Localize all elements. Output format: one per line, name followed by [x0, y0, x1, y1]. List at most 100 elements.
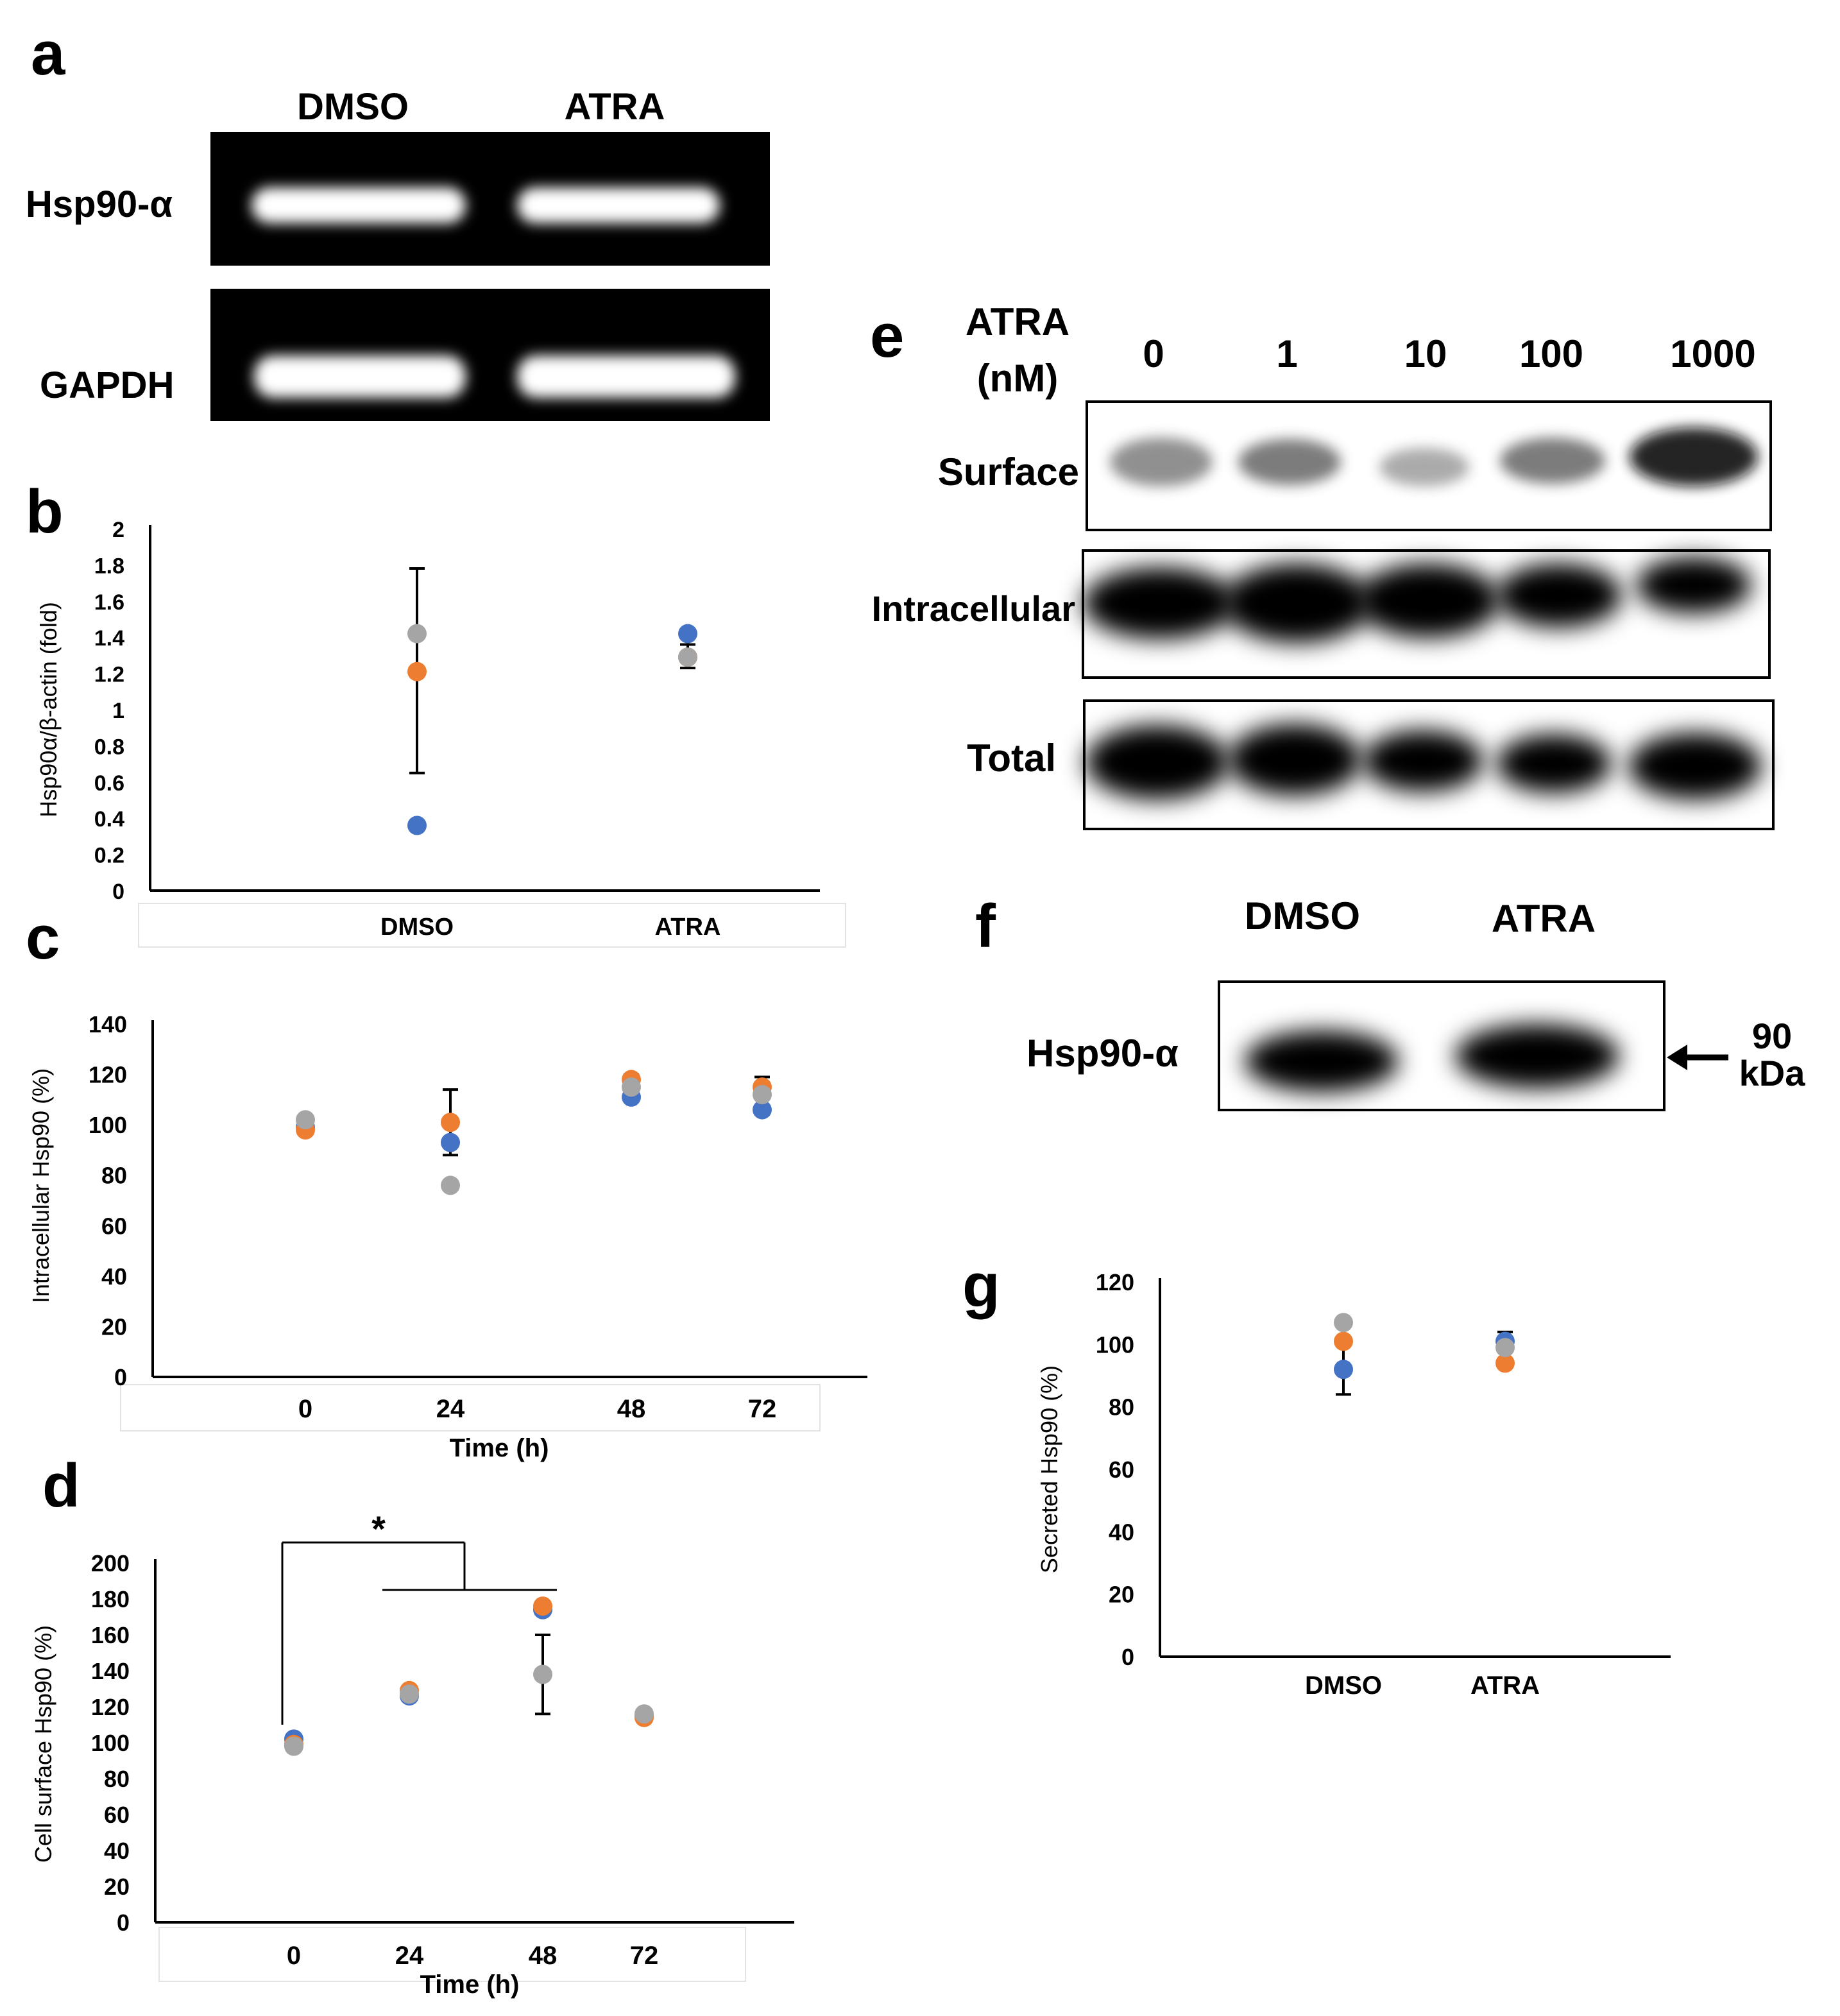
- chart-b-x-label: ATRA: [655, 914, 721, 941]
- chart-g-point: [1334, 1360, 1353, 1380]
- panel-e-row-intracellular: Intracellular: [872, 588, 1075, 629]
- chart-d-x-label: 0: [287, 1942, 301, 1970]
- marker-mw-unit: kDa: [1739, 1053, 1806, 1093]
- chart-c-y-tick: 60: [101, 1213, 127, 1239]
- panel-e-row-surface: Surface: [938, 450, 1079, 493]
- blot-surface: [1086, 400, 1772, 531]
- chart-c-x-label: 72: [748, 1395, 777, 1423]
- panel-e-row-total: Total: [967, 737, 1056, 780]
- chart-b-plot-area: [138, 903, 846, 948]
- chart-d-y-axis-title: Cell surface Hsp90 (%): [30, 1625, 56, 1863]
- chart-c: c 0 20 40 60 80 100 120 140 0 24 48 72 Intracellular …: [26, 903, 867, 1462]
- chart-b-y-tick: 0.8: [94, 735, 124, 759]
- chart-c-y-tick: 80: [101, 1163, 127, 1189]
- chart-c-point: [753, 1085, 772, 1104]
- chart-c-y-tick: 100: [89, 1112, 127, 1138]
- chart-g-point: [1334, 1331, 1353, 1351]
- chart-g-point: [1495, 1338, 1515, 1358]
- chart-c-y-tick: 40: [101, 1263, 127, 1290]
- chart-b-y-tick: 0.6: [94, 771, 124, 796]
- chart-d-point: [284, 1736, 303, 1756]
- chart-d-y-tick: 40: [104, 1838, 130, 1864]
- gel-hsp90: [210, 132, 770, 266]
- chart-d: d 0 20 40 60 80 100 120 140 160 180 200 0 24 48 72 Cell …: [30, 1451, 794, 1999]
- chart-b-y-tick: 1.2: [94, 663, 124, 687]
- chart-b-y-axis-title: Hsp90α/β-actin (fold): [35, 602, 62, 817]
- chart-d-y-tick: 140: [91, 1658, 130, 1684]
- panel-e-condition-line2: (nM): [977, 357, 1059, 400]
- chart-b-y-tick: 0.2: [94, 844, 124, 868]
- chart-b-y-tick: 1.4: [94, 626, 124, 651]
- arrow-icon: [1667, 1045, 1728, 1070]
- panel-d-letter: d: [42, 1451, 80, 1520]
- chart-d-y-tick: 0: [117, 1909, 130, 1936]
- chart-c-y-tick: 20: [101, 1313, 127, 1340]
- chart-c-point: [441, 1175, 460, 1195]
- chart-b-y-tick: 1: [112, 699, 124, 723]
- chart-g-x-label: ATRA: [1470, 1671, 1540, 1700]
- chart-d-y-tick: 60: [104, 1802, 130, 1828]
- panel-a-row-gapdh: GAPDH: [40, 364, 174, 406]
- chart-d-y-tick: 200: [91, 1550, 130, 1576]
- panel-a-col-atra: ATRA: [565, 86, 665, 128]
- chart-d-x-label: 48: [529, 1942, 558, 1970]
- chart-g-x-label: DMSO: [1305, 1671, 1382, 1700]
- chart-d-significance-star: *: [371, 1508, 386, 1549]
- chart-d-plot-area: [158, 1927, 746, 1982]
- chart-d-point: [400, 1684, 419, 1704]
- chart-b-point: [407, 624, 427, 644]
- chart-b-y-tick: 0: [112, 880, 124, 904]
- gel-band: [517, 355, 735, 398]
- chart-g-point: [1495, 1353, 1515, 1373]
- chart-b: b 0 0.2 0.4 0.6 0.8 1 1.2 1.4 1.6 1.8 2 DMSO ATRA Hsp9…: [26, 477, 846, 948]
- panel-f-col-atra: ATRA: [1492, 897, 1596, 940]
- panel-a-letter: a: [31, 19, 65, 88]
- gel-band: [517, 187, 720, 223]
- chart-b-point: [407, 816, 427, 835]
- chart-d-x-label: 72: [630, 1942, 659, 1970]
- chart-b-point: [678, 647, 697, 667]
- chart-g-y-tick: 20: [1109, 1582, 1134, 1608]
- chart-c-y-tick: 0: [114, 1364, 127, 1390]
- chart-c-y-tick: 140: [89, 1011, 127, 1038]
- chart-d-y-tick: 80: [104, 1766, 130, 1792]
- chart-c-point: [296, 1110, 315, 1130]
- chart-d-y-tick: 180: [91, 1586, 130, 1612]
- chart-d-y-tick: 160: [91, 1622, 130, 1648]
- chart-c-point: [753, 1100, 772, 1120]
- chart-d-point: [635, 1704, 654, 1724]
- chart-d-y-tick: 120: [91, 1694, 130, 1720]
- panel-e-dose: 1: [1276, 332, 1297, 375]
- chart-c-plot-area: [120, 1384, 821, 1431]
- chart-g-y-axis-title: Secreted Hsp90 (%): [1036, 1365, 1062, 1573]
- panel-e-dose: 100: [1519, 332, 1583, 375]
- chart-d-y-tick: 20: [104, 1874, 130, 1900]
- blot-secreted: [1218, 980, 1665, 1111]
- chart-b-y-tick: 1.6: [94, 590, 124, 615]
- chart-c-point: [441, 1113, 460, 1132]
- chart-b-point: [407, 662, 427, 681]
- panel-c-letter: c: [26, 903, 60, 972]
- chart-c-y-tick: 120: [89, 1062, 127, 1088]
- chart-c-x-label: 48: [617, 1395, 646, 1423]
- chart-b-y-tick: 1.8: [94, 554, 124, 578]
- chart-c-x-label: 0: [298, 1395, 312, 1423]
- chart-g: g 0 20 40 60 80 100 120 DMSO ATRA Secreted Hsp90 (…: [962, 1251, 1671, 1700]
- chart-b-y-tick: 0.4: [94, 807, 124, 832]
- panel-a-row-hsp90: Hsp90-α: [26, 184, 173, 225]
- panel-f-col-dmso: DMSO: [1245, 894, 1360, 937]
- blot-total: [1083, 699, 1775, 830]
- chart-g-y-tick: 60: [1109, 1456, 1134, 1483]
- panel-b-letter: b: [26, 477, 64, 546]
- panel-f-letter: f: [975, 892, 996, 961]
- chart-d-point: [533, 1596, 552, 1616]
- panel-e-dose: 10: [1404, 332, 1447, 375]
- chart-g-y-tick: 120: [1096, 1269, 1134, 1295]
- panel-a-col-dmso: DMSO: [297, 86, 409, 128]
- gel-band: [251, 187, 466, 223]
- chart-c-y-axis-title: Intracellular Hsp90 (%): [28, 1068, 54, 1303]
- chart-d-x-label: 24: [395, 1942, 424, 1970]
- panel-e-letter: e: [870, 302, 904, 370]
- panel-e-condition-line1: ATRA: [966, 300, 1069, 343]
- chart-g-y-tick: 80: [1109, 1394, 1134, 1421]
